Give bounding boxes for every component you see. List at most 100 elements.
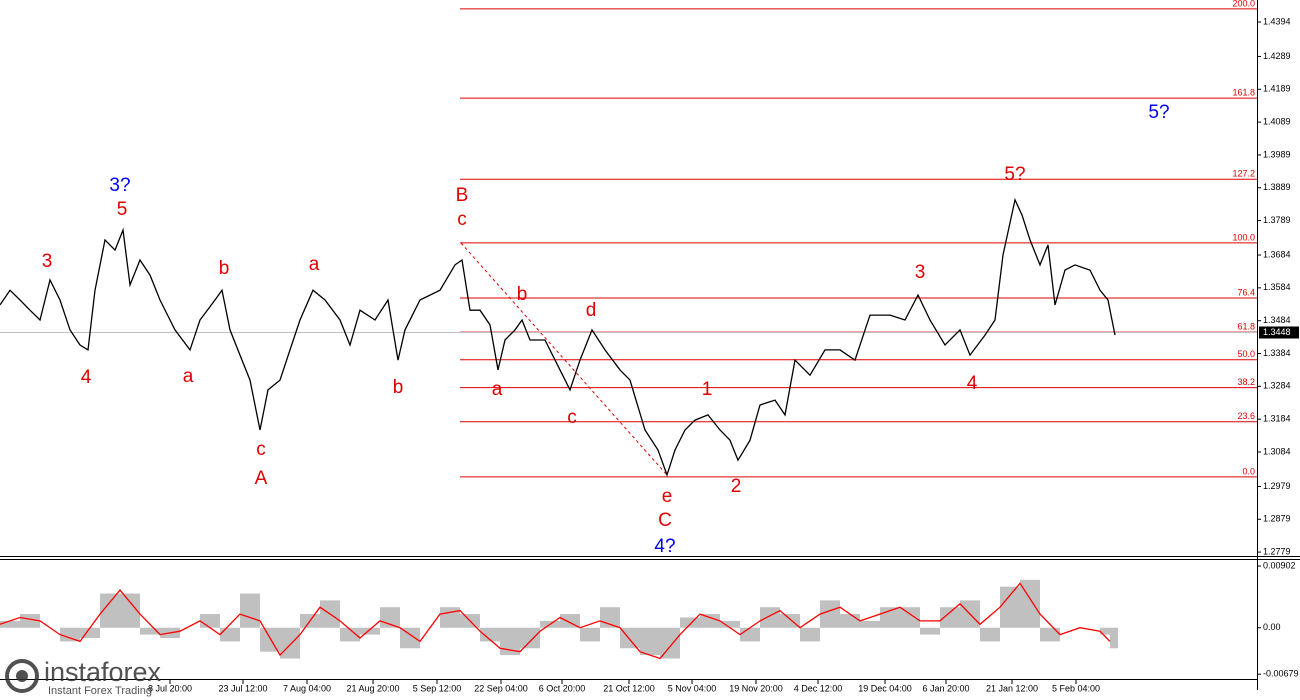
fib-level-label: 50.0 <box>1237 349 1255 359</box>
histogram-bar <box>840 614 860 628</box>
histogram-bar <box>520 627 540 649</box>
y-tick-label: 1.3284 <box>1263 381 1291 391</box>
y-tick-label: 0.00 <box>1263 622 1281 632</box>
wave-label: 2 <box>731 476 742 497</box>
fib-level-label: 0.0 <box>1242 466 1255 476</box>
y-tick-label: 0.00902 <box>1263 560 1296 570</box>
histogram-bar <box>560 614 580 628</box>
wave-label: b <box>517 284 528 305</box>
y-tick-label: 1.3889 <box>1263 182 1291 192</box>
wave-label: e <box>662 486 673 507</box>
histogram-bar <box>0 620 20 628</box>
histogram-bar <box>980 627 1000 642</box>
y-tick-label: 1.2979 <box>1263 481 1291 491</box>
x-tick-label: 23 Jul 12:00 <box>218 683 267 693</box>
y-tick-label: 1.3184 <box>1263 414 1291 424</box>
histogram-bar <box>500 627 520 656</box>
y-tick-label: 1.3084 <box>1263 446 1291 456</box>
wave-label: 4? <box>654 536 675 557</box>
x-tick-label: 21 Oct 12:00 <box>603 683 655 693</box>
fib-level-label: 161.8 <box>1232 88 1255 98</box>
last-price-label: 1.3448 <box>1263 327 1291 337</box>
histogram-bar <box>20 614 40 628</box>
histogram-bar <box>280 627 300 659</box>
fib-level-label: 200.0 <box>1232 0 1255 8</box>
fib-level-label: 100.0 <box>1232 232 1255 242</box>
y-tick-label: 1.3484 <box>1263 315 1291 325</box>
signal-line <box>0 582 1111 660</box>
logo-ring <box>5 659 39 693</box>
y-tick-label: 1.4089 <box>1263 116 1291 126</box>
y-tick-label: 1.3989 <box>1263 149 1291 159</box>
histogram-bar <box>260 627 280 652</box>
histogram-bar <box>680 617 700 628</box>
fib-level-label: 61.8 <box>1237 322 1255 332</box>
histogram-bar <box>740 627 760 642</box>
histogram-bar <box>940 607 960 628</box>
wave-label: 4 <box>81 367 92 388</box>
x-tick-label: 19 Nov 20:00 <box>729 683 783 693</box>
histogram-bar <box>920 627 940 635</box>
brand-name: instaforex <box>44 657 162 687</box>
fib-level-label: 76.4 <box>1237 287 1255 297</box>
histogram-bar <box>780 614 800 628</box>
x-tick-label: 21 Aug 20:00 <box>346 683 399 693</box>
wave-label: 5? <box>1148 102 1169 123</box>
y-tick-label: -0.00679 <box>1263 669 1299 679</box>
wave-label: b <box>393 377 404 398</box>
wave-label: c <box>567 407 577 428</box>
histogram-bar <box>80 627 100 638</box>
x-tick-label: 7 Aug 04:00 <box>283 683 331 693</box>
histogram-bar <box>860 620 880 628</box>
histogram-bar <box>580 627 600 642</box>
x-tick-label: 6 Jan 20:00 <box>922 683 969 693</box>
wave-label: 4 <box>967 373 978 394</box>
brand-tagline: Instant Forex Trading <box>48 685 152 697</box>
wave-label: 5? <box>1004 164 1025 185</box>
wave-label: 1 <box>702 379 713 400</box>
x-tick-label: 5 Nov 04:00 <box>668 683 717 693</box>
trend-line <box>460 242 668 476</box>
wave-label: 5 <box>117 199 128 220</box>
x-tick-label: 21 Jan 12:00 <box>986 683 1038 693</box>
histogram-bar <box>820 600 840 628</box>
histogram-bar <box>340 627 360 642</box>
x-tick-label: 22 Sep 04:00 <box>474 683 528 693</box>
wave-label: a <box>492 379 503 400</box>
histogram-bar <box>640 627 660 656</box>
histogram-bar <box>440 607 460 628</box>
histogram-bar <box>100 593 120 628</box>
x-tick-label: 5 Sep 12:00 <box>413 683 462 693</box>
histogram-bar <box>120 593 140 628</box>
x-tick-label: 8 Jul 20:00 <box>148 683 192 693</box>
wave-label: c <box>256 439 266 460</box>
y-tick-label: 1.4289 <box>1263 51 1291 61</box>
y-tick-label: 1.3584 <box>1263 282 1291 292</box>
y-tick-label: 1.3384 <box>1263 348 1291 358</box>
histogram-bar <box>1040 627 1060 642</box>
wave-label: 3 <box>42 251 53 272</box>
histogram-bar <box>240 593 260 628</box>
wave-label: b <box>219 258 230 279</box>
x-tick-label: 6 Oct 20:00 <box>539 683 586 693</box>
fib-level-label: 38.2 <box>1237 377 1255 387</box>
histogram-bar <box>140 627 160 635</box>
histogram-bar <box>60 627 80 642</box>
y-tick-label: 1.2779 <box>1263 546 1291 556</box>
y-tick-label: 1.4394 <box>1263 16 1291 26</box>
y-tick-label: 1.3789 <box>1263 215 1291 225</box>
wave-label: a <box>309 254 320 275</box>
wave-label: d <box>586 300 597 321</box>
histogram-bar <box>760 607 780 628</box>
y-tick-label: 1.3684 <box>1263 249 1291 259</box>
x-tick-label: 5 Feb 04:00 <box>1052 683 1100 693</box>
histogram-bar <box>360 627 380 635</box>
price-line <box>0 197 1116 477</box>
histogram-bar <box>220 627 240 642</box>
fib-level-label: 23.6 <box>1237 411 1255 421</box>
wave-label: C <box>658 510 672 531</box>
x-tick-label: 19 Dec 04:00 <box>858 683 912 693</box>
wave-label: 3 <box>915 262 926 283</box>
histogram-bar <box>800 627 820 642</box>
